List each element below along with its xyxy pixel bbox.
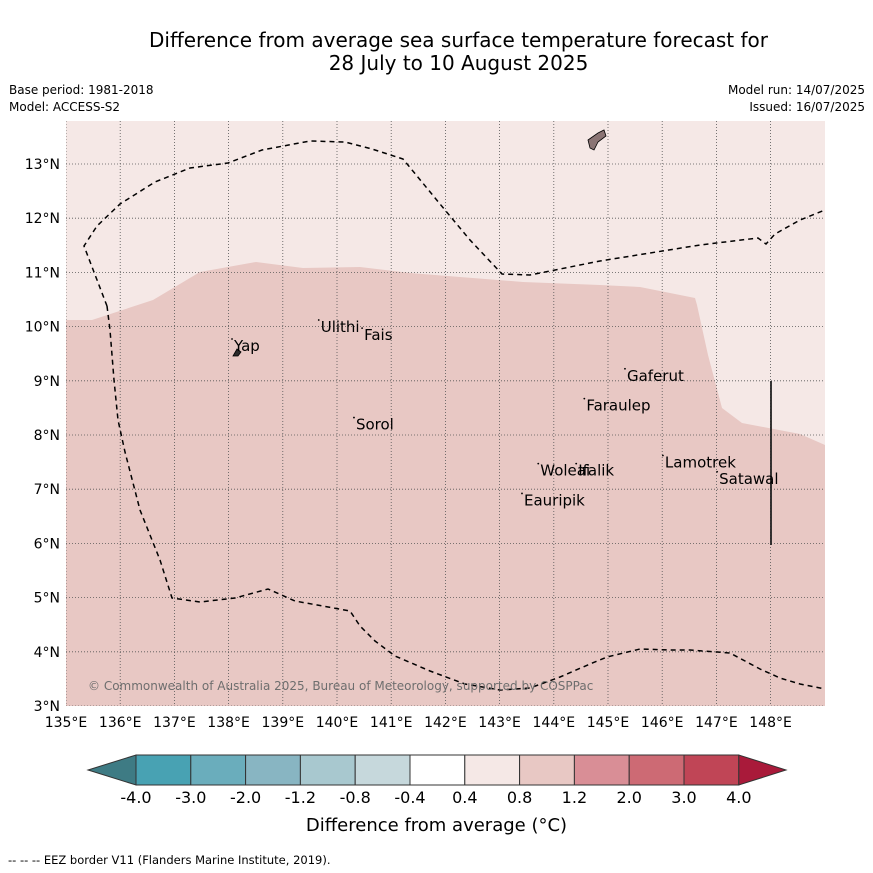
lon-tick-label: 140°E xyxy=(316,715,359,731)
latitude-tick-labels: 3°N 4°N 5°N 6°N 7°N 8°N 9°N 10°N 11°N 12°N 13°N xyxy=(25,157,60,715)
lon-tick-label: 147°E xyxy=(695,715,738,731)
yap-island xyxy=(232,348,242,357)
colorbar-tick-label: 3.0 xyxy=(671,788,696,807)
place-marker xyxy=(716,470,719,473)
colorbar-segment xyxy=(519,754,575,786)
place-label-satawal: Satawal xyxy=(719,470,778,488)
place-marker xyxy=(624,367,626,370)
colorbar-extend-high xyxy=(738,754,788,786)
lat-tick-label: 11°N xyxy=(25,265,60,281)
lat-tick-label: 6°N xyxy=(34,536,60,552)
place-label-fais: Fais xyxy=(364,326,393,344)
base-period-label: Base period: 1981-2018 xyxy=(9,83,154,97)
lat-tick-label: 5°N xyxy=(34,591,60,607)
colorbar-segment xyxy=(354,754,411,786)
colorbar-segment xyxy=(573,754,630,786)
place-marker xyxy=(231,338,233,340)
colorbar-tick-label: -3.0 xyxy=(175,788,206,807)
place-label-woleai: Woleai xyxy=(540,462,590,480)
colorbar-segment xyxy=(190,754,247,786)
place-marker xyxy=(521,492,523,495)
eez-border-south xyxy=(106,305,825,691)
copyright-text: © Commonwealth of Australia 2025, Bureau… xyxy=(88,679,593,693)
colorbar-segment xyxy=(409,754,466,786)
colorbar: -4.0 -3.0 -2.0 -1.2 -0.8 -0.4 0.4 0.8 1.2 2.0 3.0 4… xyxy=(86,754,788,807)
lat-tick-label: 12°N xyxy=(25,211,60,227)
place-label-lamotrek: Lamotrek xyxy=(665,454,736,472)
place-label-gaferut: Gaferut xyxy=(627,367,684,385)
colorbar-extend-low xyxy=(86,754,137,786)
lon-tick-label: 137°E xyxy=(153,715,196,731)
place-label-faraulep: Faraulep xyxy=(586,397,650,415)
lon-tick-label: 139°E xyxy=(262,715,305,731)
colorbar-segment xyxy=(299,754,356,786)
place-marker xyxy=(353,416,355,419)
lon-tick-label: 141°E xyxy=(370,715,413,731)
guam-island xyxy=(587,129,607,151)
place-label-sorol: Sorol xyxy=(356,416,394,434)
lat-tick-label: 10°N xyxy=(25,320,60,336)
place-marker xyxy=(537,462,540,465)
place-labels: Yap Ulithi Fais Gaferut Faraulep Sorol Lamotre… xyxy=(231,318,779,509)
colorbar-title: Difference from average (°C) xyxy=(305,815,568,836)
colorbar-segment xyxy=(464,754,521,786)
lat-tick-label: 13°N xyxy=(25,157,60,173)
lon-tick-label: 148°E xyxy=(749,715,792,731)
colorbar-tick-label: 2.0 xyxy=(616,788,641,807)
place-marker xyxy=(575,462,578,465)
place-marker xyxy=(662,454,664,457)
colorbar-tick-label: 0.8 xyxy=(507,788,532,807)
lon-tick-label: 143°E xyxy=(478,715,521,731)
gridlines xyxy=(66,121,825,706)
lon-tick-label: 138°E xyxy=(207,715,250,731)
eez-border-north xyxy=(83,140,825,307)
lat-tick-label: 8°N xyxy=(34,428,60,444)
place-label-ulithi: Ulithi xyxy=(321,318,360,336)
lat-tick-label: 7°N xyxy=(34,482,60,498)
place-marker xyxy=(361,327,363,330)
place-label-yap: Yap xyxy=(233,337,260,355)
lon-tick-label: 142°E xyxy=(424,715,467,731)
colorbar-tick-label: -0.4 xyxy=(394,788,425,807)
model-label: Model: ACCESS-S2 xyxy=(9,100,121,114)
eez-footnote: -- -- -- EEZ border V11 (Flanders Marine… xyxy=(8,853,331,867)
colorbar-tick-label: -1.2 xyxy=(285,788,316,807)
chart-title-line2: 28 July to 10 August 2025 xyxy=(328,51,589,75)
issued-label: Issued: 16/07/2025 xyxy=(749,100,865,114)
colorbar-segment xyxy=(683,754,740,786)
colorbar-tick-label: 4.0 xyxy=(726,788,751,807)
lat-tick-label: 9°N xyxy=(34,374,60,390)
colorbar-tick-label: 1.2 xyxy=(562,788,587,807)
colorbar-segment xyxy=(628,754,685,786)
lon-tick-label: 135°E xyxy=(45,715,88,731)
model-run-label: Model run: 14/07/2025 xyxy=(727,83,865,97)
lat-tick-label: 3°N xyxy=(34,699,60,715)
place-label-eauripik: Eauripik xyxy=(524,491,585,509)
colorbar-tick-label: -0.8 xyxy=(340,788,371,807)
lon-tick-label: 145°E xyxy=(587,715,630,731)
place-marker xyxy=(317,319,320,321)
colorbar-segment xyxy=(135,754,192,786)
lon-tick-label: 136°E xyxy=(99,715,142,731)
colorbar-tick-label: -4.0 xyxy=(120,788,151,807)
colorbar-segment xyxy=(245,754,301,786)
place-marker xyxy=(583,397,586,400)
lon-tick-label: 144°E xyxy=(533,715,576,731)
longitude-tick-labels: 135°E 136°E 137°E 138°E 139°E 140°E 141°E 142°E… xyxy=(45,715,792,731)
lat-tick-label: 4°N xyxy=(34,645,60,661)
place-label-ifalik: Ifalik xyxy=(578,462,614,480)
chart-title-line1: Difference from average sea surface temp… xyxy=(148,28,768,52)
colorbar-tick-label: 0.4 xyxy=(452,788,477,807)
lon-tick-label: 146°E xyxy=(641,715,684,731)
colorbar-tick-label: -2.0 xyxy=(230,788,261,807)
